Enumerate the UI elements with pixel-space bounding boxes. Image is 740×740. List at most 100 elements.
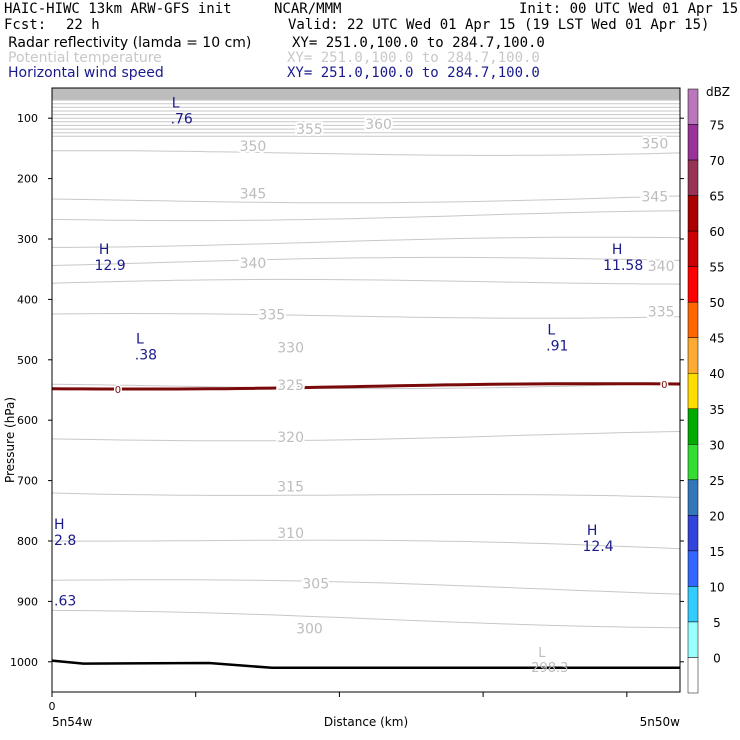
valid-time: Valid: 22 UTC Wed 01 Apr 15 (19 LST Wed …: [288, 17, 710, 33]
colorbar-swatch: [687, 372, 699, 410]
colorbar-swatch: [687, 479, 699, 516]
wind-extremum-value: 12.9: [95, 258, 126, 274]
wind-extremum-type: L: [547, 322, 555, 338]
wind-extremum-type: H: [587, 523, 598, 539]
y-axis-label: Pressure (hPa): [3, 397, 17, 483]
wind-extremum-type: H: [99, 242, 110, 258]
y-tick-label: 700: [17, 475, 38, 488]
colorbar-swatch: [687, 337, 699, 374]
colorbar-level-label: 0: [713, 651, 721, 665]
colorbar-swatch: [687, 195, 699, 232]
y-tick-label: 800: [17, 535, 38, 548]
theta-label: 315: [277, 480, 304, 496]
wind-extremum-value: 12.4: [582, 539, 613, 555]
colorbar-swatch: [687, 550, 699, 587]
colorbar-level-label: 60: [709, 225, 724, 239]
theta-contour: [51, 256, 681, 266]
colorbar-level-label: 35: [709, 403, 724, 417]
colorbar-level-label: 20: [709, 509, 724, 523]
theta-label: 310: [277, 526, 304, 542]
colorbar-swatch: [687, 515, 699, 552]
theta-label: 320: [277, 430, 304, 446]
x-start-label: 5n54w: [52, 715, 93, 729]
colorbar-level-label: 65: [709, 190, 724, 204]
plot-frame: [51, 87, 681, 693]
x-end-label: 5n50w: [640, 715, 681, 729]
theta-contour: [51, 609, 681, 629]
theta-label: 335: [648, 304, 675, 320]
theta-label: 300: [296, 622, 323, 638]
x-tick-label: 0: [49, 700, 56, 713]
theta-contour: [51, 382, 681, 390]
theta-contour: [52, 236, 681, 248]
theta-label: 360: [365, 117, 392, 133]
theta-min-type: L: [538, 646, 546, 661]
colorbar: 0 5 10 15 20 25 30 35 40 45 50 55 60 65 70 75: [687, 88, 725, 694]
theta-contour: [51, 312, 681, 319]
wind-extremum-type: L: [136, 331, 144, 347]
wind-extremum-type: L: [172, 95, 180, 111]
theta-label: 330: [277, 341, 304, 357]
field-wind-xy: XY= 251.0,100.0 to 284.7,100.0: [287, 65, 540, 81]
theta-contour: [51, 579, 681, 595]
field-reflectivity-xy: XY= 251.0,100.0 to 284.7,100.0: [292, 35, 545, 51]
colorbar-level-label: 75: [709, 119, 724, 133]
theta-label: 355: [296, 122, 323, 138]
theta-label: 350: [642, 137, 669, 153]
colorbar-level-label: 10: [709, 580, 724, 594]
terrain-line: [51, 659, 680, 670]
reflectivity-zero-contour: [51, 382, 681, 391]
theta-contour: [51, 431, 681, 442]
model-title: HAIC-HIWC 13km ARW-GFS init: [4, 1, 232, 17]
wind-extremum-type: H: [612, 242, 623, 258]
colorbar-swatch: [687, 266, 699, 303]
colorbar-swatch: [687, 444, 699, 481]
y-axis: 100 200 300 400 500 600 700 800 900 1000: [10, 112, 684, 669]
theta-label: 340: [240, 256, 267, 272]
y-tick-label: 200: [17, 173, 38, 186]
wind-extremum-value: .76: [171, 111, 193, 127]
wind-extremum-value: .38: [135, 347, 157, 363]
colorbar-swatch: [687, 657, 699, 694]
colorbar-swatch: [687, 124, 699, 161]
colorbar-level-label: 45: [709, 332, 724, 346]
theta-labels: 360 355 350 350 345 345 340 340 335 335 330 325 320 3…: [238, 115, 677, 676]
theta-contour: [51, 195, 681, 204]
y-tick-label: 600: [17, 414, 38, 427]
field-theta-name: Potential temperature: [8, 50, 162, 66]
theta-label: 345: [240, 187, 267, 203]
theta-contour: [51, 278, 681, 285]
init-time: Init: 00 UTC Wed 01 Apr 15: [519, 1, 739, 17]
colorbar-swatch: [687, 586, 699, 623]
colorbar-swatch: [687, 301, 699, 338]
theta-label: 350: [240, 139, 267, 155]
y-tick-label: 900: [17, 595, 38, 608]
wind-extremum-type: H: [54, 517, 65, 533]
org-label: NCAR/MMM: [274, 1, 342, 17]
theta-contour: [51, 539, 681, 550]
reflectivity-zero-label: 0: [661, 380, 667, 391]
reflectivity-zero-label: 0: [115, 385, 121, 396]
y-tick-label: 100: [17, 112, 38, 125]
colorbar-swatch: [687, 230, 699, 267]
theta-contours: [51, 99, 681, 629]
colorbar-swatch: [687, 88, 699, 125]
colorbar-level-label: 50: [709, 296, 724, 310]
theta-contour: [51, 210, 681, 222]
terrain-surface: [51, 659, 680, 670]
colorbar-level-label: 30: [709, 438, 724, 452]
wind-extremum-value: 11.58: [603, 258, 643, 274]
colorbar-unit: dBZ: [706, 85, 730, 99]
y-tick-label: 500: [17, 354, 38, 367]
colorbar-level-label: 55: [709, 261, 724, 275]
y-tick-label: 300: [17, 233, 38, 246]
field-theta-xy: XY= 251.0,100.0 to 284.7,100.0: [287, 50, 540, 66]
colorbar-swatch: [687, 408, 699, 445]
y-tick-label: 1000: [10, 656, 38, 669]
fcst-value: 22 h: [66, 17, 100, 33]
field-reflectivity-name: Radar reflectivity (lamda = 10 cm): [8, 35, 252, 51]
theta-contour: [51, 492, 681, 498]
